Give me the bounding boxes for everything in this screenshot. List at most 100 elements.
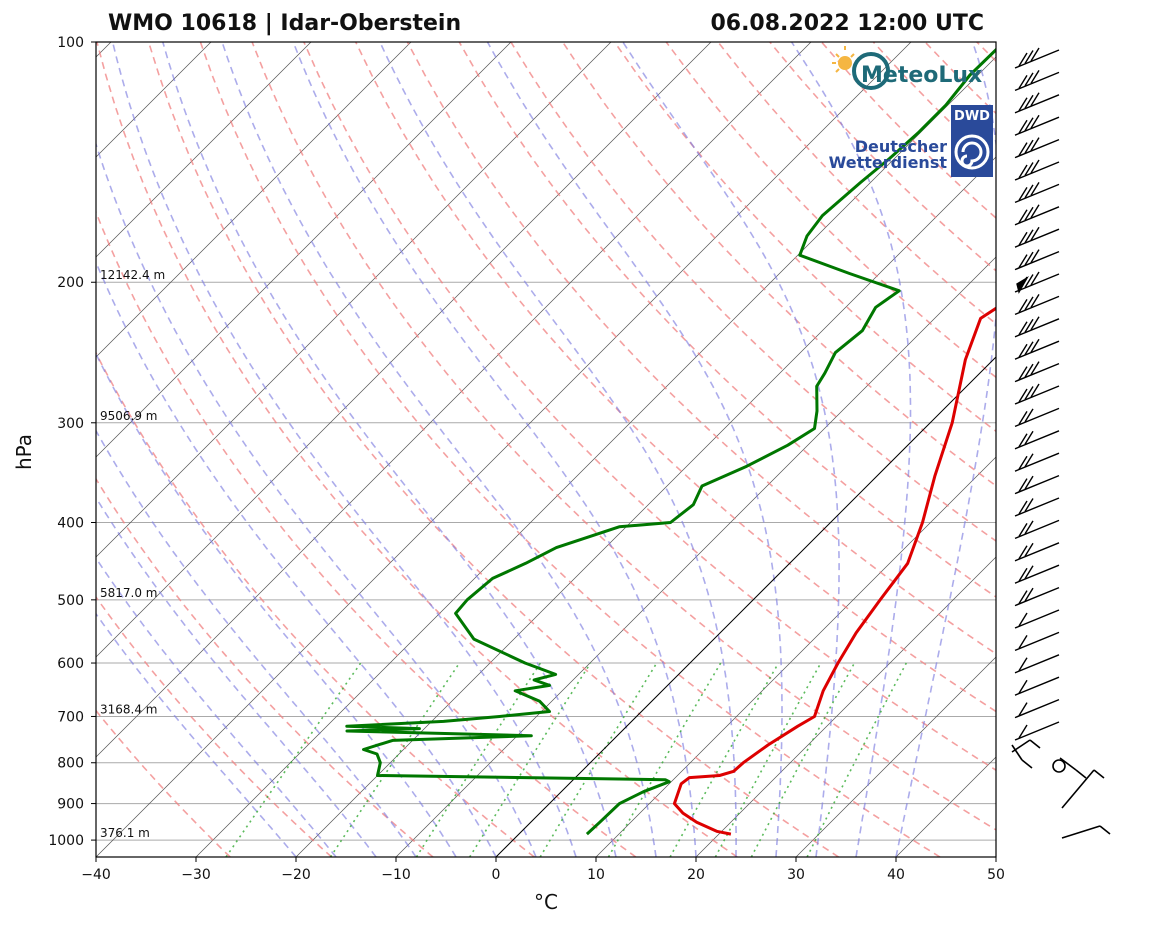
y-axis-ticks bbox=[91, 41, 96, 841]
wind-barb bbox=[1014, 542, 1060, 562]
x-tick-label: −30 bbox=[181, 867, 211, 883]
y-tick-label: 500 bbox=[57, 593, 84, 609]
wind-barb bbox=[1014, 586, 1060, 607]
y-tick-label: 700 bbox=[57, 709, 84, 725]
wind-barb bbox=[1014, 452, 1060, 472]
moist-adiabat-line bbox=[622, 42, 840, 857]
wind-barb bbox=[1014, 497, 1060, 517]
isotherm-line bbox=[96, 42, 812, 758]
moist-adiabat-line bbox=[96, 260, 497, 857]
isotherm-line bbox=[96, 42, 512, 458]
y-tick-label: 900 bbox=[57, 797, 84, 813]
y-tick-label: 200 bbox=[57, 275, 84, 291]
isotherm-line bbox=[795, 656, 996, 857]
x-tick-label: 0 bbox=[492, 867, 501, 883]
moist-adiabat-line bbox=[486, 42, 783, 857]
dry-adiabat-line bbox=[1029, 42, 1160, 857]
mixing-ratio-line bbox=[669, 662, 780, 857]
y-tick-label: 400 bbox=[57, 515, 84, 531]
wind-barb bbox=[1014, 70, 1060, 92]
y-tick-label: 800 bbox=[57, 756, 84, 772]
moist-adiabat-line bbox=[379, 42, 737, 857]
moist-adiabat-line bbox=[895, 42, 996, 857]
x-tick-label: −20 bbox=[281, 867, 311, 883]
wind-barb bbox=[1014, 721, 1060, 741]
wind-barb bbox=[1014, 294, 1060, 316]
y-axis-label: hPa bbox=[12, 434, 36, 470]
x-tick-label: 50 bbox=[987, 867, 1005, 883]
wind-barb bbox=[1014, 92, 1060, 114]
moist-adiabat-line bbox=[221, 42, 657, 857]
y-tick-label: 100 bbox=[57, 35, 84, 51]
calm-wind-circle bbox=[1052, 759, 1066, 773]
dry-adiabat-line bbox=[458, 42, 996, 598]
height-label-200: 12142.4 m bbox=[100, 268, 165, 282]
x-tick-label: −40 bbox=[81, 867, 111, 883]
moist-adiabat-line bbox=[96, 612, 297, 857]
chart-title-station: WMO 10618 | Idar-Oberstein bbox=[108, 11, 461, 36]
wind-barb bbox=[1014, 564, 1060, 584]
wind-barb bbox=[1014, 47, 1060, 69]
isotherm-line bbox=[96, 42, 912, 857]
y-tick-label: 1000 bbox=[48, 833, 84, 849]
moist-adiabat-line bbox=[96, 429, 417, 857]
wind-barb bbox=[1014, 383, 1060, 405]
dwd-logo-abbrev: DWD bbox=[954, 109, 990, 124]
temperature-profile-line bbox=[672, 306, 996, 836]
moist-adiabat-line bbox=[96, 556, 337, 857]
y-tick-label: 300 bbox=[57, 416, 84, 432]
x-axis-ticks bbox=[95, 857, 997, 862]
wind-barb bbox=[1014, 114, 1060, 136]
wind-barb bbox=[1014, 316, 1060, 338]
dry-adiabat-line bbox=[562, 42, 996, 487]
isotherm-line bbox=[195, 56, 996, 857]
meteolux-logo: MeteoLux bbox=[832, 46, 982, 90]
surface-wind-barb bbox=[1061, 825, 1111, 839]
plot-area bbox=[96, 42, 996, 857]
isotherm-line bbox=[96, 42, 412, 358]
wind-barb bbox=[1014, 474, 1060, 495]
wind-barb bbox=[1014, 159, 1060, 181]
wind-barbs bbox=[1014, 47, 1060, 741]
height-label-700: 3168.4 m bbox=[100, 702, 158, 716]
wind-barb bbox=[1014, 676, 1060, 696]
meteolux-logo-text: MeteoLux bbox=[861, 63, 982, 88]
dry-adiabat-line bbox=[976, 42, 996, 63]
dry-adiabat-line bbox=[303, 42, 996, 772]
isotherm-line bbox=[96, 42, 612, 558]
dry-adiabat-line bbox=[613, 42, 996, 433]
dry-adiabat-line bbox=[96, 42, 738, 857]
moist-adiabats bbox=[96, 42, 996, 857]
isotherm-line bbox=[695, 556, 996, 857]
x-tick-label: 10 bbox=[587, 867, 605, 883]
surface-wind-barb bbox=[1061, 769, 1105, 809]
isobar-grid bbox=[96, 42, 996, 841]
moist-adiabat-line bbox=[96, 496, 377, 857]
isotherm-line bbox=[395, 256, 996, 857]
x-axis-label: °C bbox=[534, 890, 558, 914]
height-labels: 12142.4 m 9506.9 m 5817.0 m 3168.4 m 376… bbox=[100, 268, 165, 840]
y-tick-label: 600 bbox=[57, 656, 84, 672]
wind-barb bbox=[1014, 204, 1060, 226]
wind-barb bbox=[1014, 407, 1060, 428]
mixing-ratio-line bbox=[329, 662, 461, 857]
mixing-ratio-line bbox=[469, 662, 592, 857]
mixing-ratio-line bbox=[607, 662, 722, 857]
mixing-ratio-lines bbox=[225, 662, 908, 857]
dwd-logo: DWD Deutscher Wetterdienst bbox=[829, 105, 993, 177]
dwd-logo-line2: Wetterdienst bbox=[829, 153, 948, 172]
surface-wind-barbs bbox=[1011, 739, 1111, 839]
wind-barb bbox=[1014, 654, 1060, 674]
wind-barb bbox=[1014, 338, 1060, 360]
wind-barb bbox=[1014, 609, 1060, 629]
moist-adiabat-line bbox=[96, 141, 537, 857]
x-tick-label: 30 bbox=[787, 867, 805, 883]
isotherm-grid bbox=[96, 42, 1160, 857]
isotherm-line bbox=[1096, 42, 1160, 857]
x-tick-label: 20 bbox=[687, 867, 705, 883]
wind-barb bbox=[1014, 271, 1060, 294]
wind-barb bbox=[1014, 137, 1060, 159]
chart-title-datetime: 06.08.2022 12:00 UTC bbox=[710, 11, 984, 36]
wind-barb bbox=[1014, 519, 1060, 540]
dry-adiabat-line bbox=[251, 42, 996, 831]
